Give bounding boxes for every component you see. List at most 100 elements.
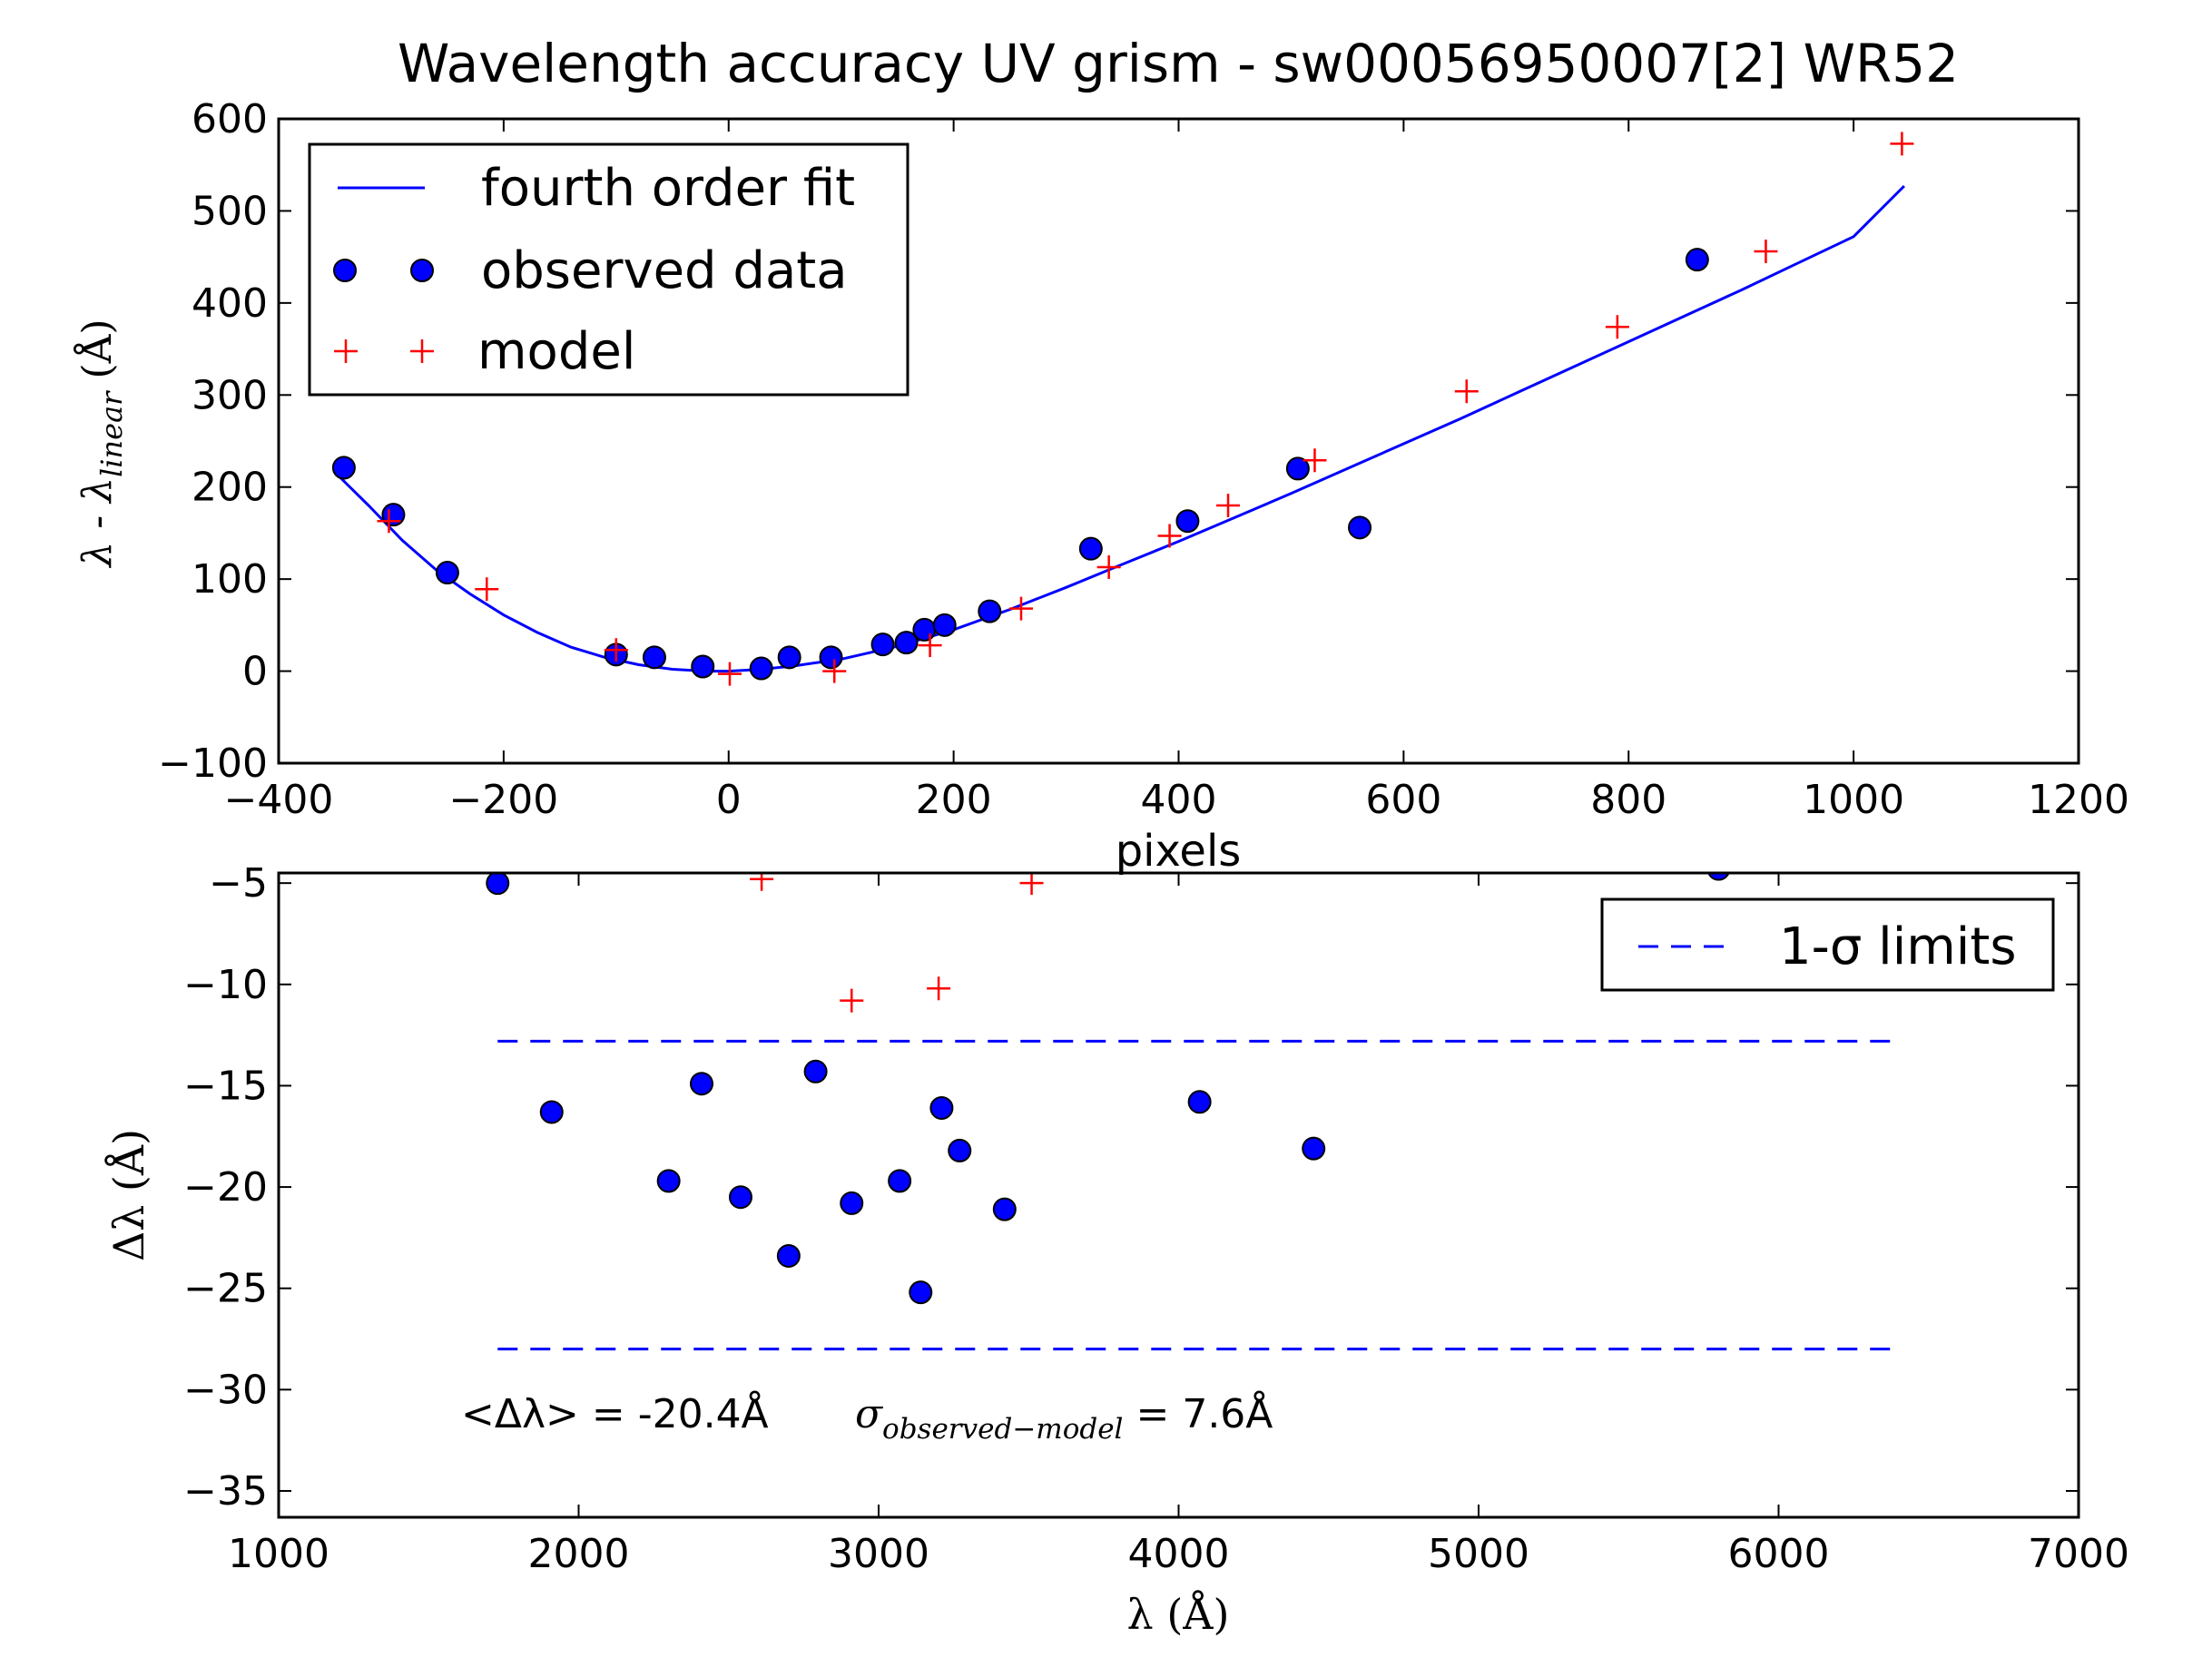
model-point [1008, 596, 1033, 621]
bottom-x-tick-label: 4000 [1128, 1531, 1230, 1577]
top-y-tick-label: 200 [192, 465, 268, 511]
model-point [1157, 524, 1182, 548]
model-point [840, 988, 864, 1013]
observed-point [1348, 515, 1372, 540]
observed-point [932, 613, 957, 637]
observed-point [894, 631, 919, 655]
observed-point [777, 645, 801, 670]
top-plot-area [331, 132, 1914, 686]
observed-point [803, 1059, 828, 1084]
legend-sigma-label: 1-σ limits [1779, 917, 2017, 976]
model-point [1019, 873, 1044, 896]
bottom-panel: 1000 2000 3000 4000 5000 6000 7000 −5 −10 −15 −20 −… [103, 860, 2129, 1639]
top-x-tick-label: 400 [1141, 777, 1217, 823]
bottom-x-tick-label: 5000 [1428, 1531, 1529, 1577]
observed-point [888, 1169, 912, 1193]
legend-model-marker-1 [334, 339, 358, 363]
legend-model-marker-2 [410, 339, 434, 363]
top-x-axis-label: pixels [1116, 826, 1242, 877]
bottom-x-axis-label: λ (Å) [1127, 1589, 1230, 1639]
bottom-y-axis-label: Δλ (Å) [103, 1129, 153, 1261]
model-point [377, 509, 401, 534]
top-y-tick-label: 0 [242, 649, 268, 695]
top-x-tick-label: −400 [224, 777, 334, 823]
observed-point [776, 1243, 801, 1268]
bottom-y-tick-label: −10 [183, 962, 268, 1008]
model-point [475, 577, 499, 602]
observed-point [929, 1095, 954, 1120]
model-point [822, 659, 847, 683]
top-x-tick-label: 600 [1365, 777, 1441, 823]
top-legend: fourth order fit observed data model [308, 142, 909, 397]
model-point [1216, 494, 1241, 517]
top-x-tick-label: −200 [448, 777, 558, 823]
observed-point [691, 654, 715, 679]
model-point [918, 633, 942, 658]
mean-annotation: <Δλ> = -20.4Å [461, 1389, 769, 1437]
observed-point [486, 873, 510, 896]
top-y-axis-label: λ - λlinear(Å) [73, 319, 129, 568]
model-point [927, 976, 951, 1001]
sigma-annotation: σobserved−model = 7.6Å [855, 1389, 1273, 1446]
bottom-y-tick-label: −20 [183, 1164, 268, 1211]
bottom-x-tick-label: 2000 [528, 1531, 630, 1577]
top-x-tick-label: 1000 [1803, 777, 1904, 823]
model-point [1454, 379, 1479, 404]
bottom-x-tick-label: 6000 [1728, 1531, 1830, 1577]
top-y-tick-label: 600 [192, 96, 268, 142]
legend-observed-marker-2 [410, 259, 434, 282]
model-point [750, 873, 774, 891]
model-point [604, 638, 628, 662]
observed-point [749, 656, 773, 681]
chart-title: Wavelength accuracy UV grism - sw0005695… [398, 33, 1959, 94]
observed-point [912, 617, 937, 642]
bottom-plot-area [486, 873, 1899, 1351]
observed-point [1685, 248, 1709, 272]
observed-point [870, 632, 895, 657]
top-y-tick-label: −100 [158, 740, 268, 787]
observed-point [840, 1191, 864, 1215]
model-point [1890, 132, 1914, 156]
bottom-x-tick-label: 3000 [828, 1531, 929, 1577]
top-panel: Wavelength accuracy UV grism - sw0005695… [73, 33, 2129, 877]
bottom-legend-box [1600, 897, 2055, 992]
bottom-x-tick-label: 1000 [228, 1531, 329, 1577]
legend-model-label: model [477, 322, 635, 381]
bottom-y-tick-label: −30 [183, 1367, 268, 1413]
model-point [1754, 240, 1778, 264]
observed-point [656, 1169, 681, 1193]
observed-point [539, 1100, 564, 1124]
bottom-y-tick-label: −15 [183, 1063, 268, 1109]
observed-point [948, 1138, 972, 1162]
observed-point [1707, 873, 1730, 881]
observed-point [381, 503, 406, 527]
observed-point [1285, 456, 1310, 481]
bottom-x-tick-label: 7000 [2028, 1531, 2129, 1577]
top-x-tick-label: 1200 [2028, 777, 2129, 823]
top-y-tick-label: 100 [192, 556, 268, 603]
top-y-tick-label: 500 [192, 188, 268, 234]
legend-fit-label: fourth order fit [481, 159, 855, 218]
bottom-y-tick-label: −35 [183, 1468, 268, 1515]
observed-point [1187, 1090, 1212, 1114]
observed-point [1302, 1136, 1326, 1161]
top-x-tick-label: 800 [1590, 777, 1666, 823]
top-y-tick-label: 400 [192, 280, 268, 327]
top-x-tick-label: 200 [916, 777, 992, 823]
legend-observed-marker-1 [333, 259, 357, 282]
top-legend-box [308, 142, 909, 397]
observed-point [435, 561, 459, 585]
observed-point [728, 1185, 752, 1210]
model-point [717, 662, 742, 686]
top-ticks: −400 −200 0 200 400 600 800 1000 1200 −100 0 100 200… [158, 96, 2129, 823]
observed-point [978, 599, 1002, 623]
observed-point [690, 1072, 714, 1096]
observed-point [1175, 509, 1200, 534]
model-point [1303, 448, 1327, 473]
bottom-y-tick-label: −5 [209, 860, 268, 907]
legend-observed-label: observed data [481, 241, 848, 300]
observed-point [331, 456, 356, 480]
observed-point [819, 645, 843, 670]
observed-point [1078, 536, 1103, 561]
